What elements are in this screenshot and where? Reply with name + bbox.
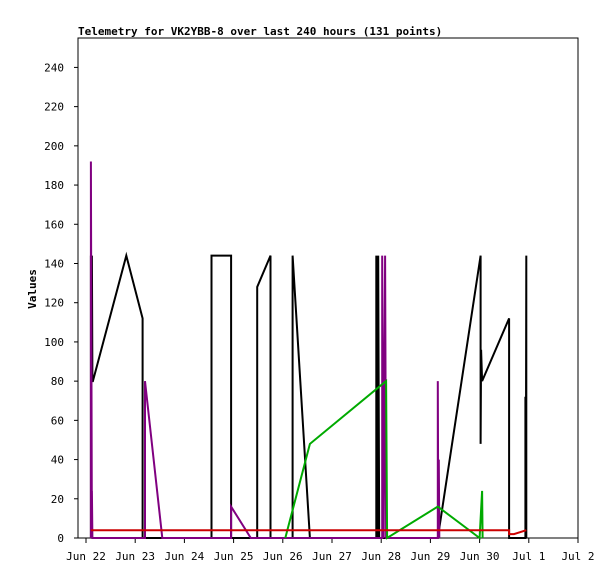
y-tick-label: 160 [44, 218, 64, 231]
x-tick-label: Jun 28 [361, 550, 401, 563]
x-tick-label: Jun 29 [411, 550, 451, 563]
series-layer [89, 161, 528, 540]
y-tick-label: 60 [51, 414, 64, 427]
x-tick-label: Jun 25 [214, 550, 254, 563]
y-tick-label: 40 [51, 454, 64, 467]
x-tick-label: Jun 22 [66, 550, 106, 563]
x-tick-label: Jun 26 [263, 550, 303, 563]
x-tick-label: Jun 23 [115, 550, 155, 563]
y-tick-label: 80 [51, 375, 64, 388]
y-tick-label: 140 [44, 257, 64, 270]
series-line [89, 161, 441, 539]
x-tick-label: Jul 2 [561, 550, 594, 563]
series-line [89, 251, 528, 539]
y-axis-label: Values [26, 269, 39, 309]
x-tick-label: Jun 30 [460, 550, 500, 563]
series-line [90, 529, 527, 536]
y-tick-label: 20 [51, 493, 64, 506]
plot-area-frame [77, 37, 579, 539]
x-tick-label: Jul 1 [512, 550, 545, 563]
x-axis-ticks: Jun 22 Jun 23 Jun 24 Jun 25 Jun 26 Jun 27 Jun … [66, 538, 595, 563]
y-tick-label: 120 [44, 297, 64, 310]
y-tick-label: 240 [44, 61, 64, 74]
chart-title: Telemetry for VK2YBB-8 over last 240 hou… [78, 25, 442, 38]
x-tick-label: Jun 24 [165, 550, 205, 563]
y-axis-ticks: 0 20 40 60 80 100 120 140 160 180 200 220 240 [44, 61, 78, 545]
y-tick-label: 100 [44, 336, 64, 349]
x-tick-label: Jun 27 [312, 550, 352, 563]
y-tick-label: 220 [44, 101, 64, 114]
y-tick-label: 0 [57, 532, 64, 545]
y-tick-label: 180 [44, 179, 64, 192]
series-line [284, 378, 484, 540]
y-tick-label: 200 [44, 140, 64, 153]
